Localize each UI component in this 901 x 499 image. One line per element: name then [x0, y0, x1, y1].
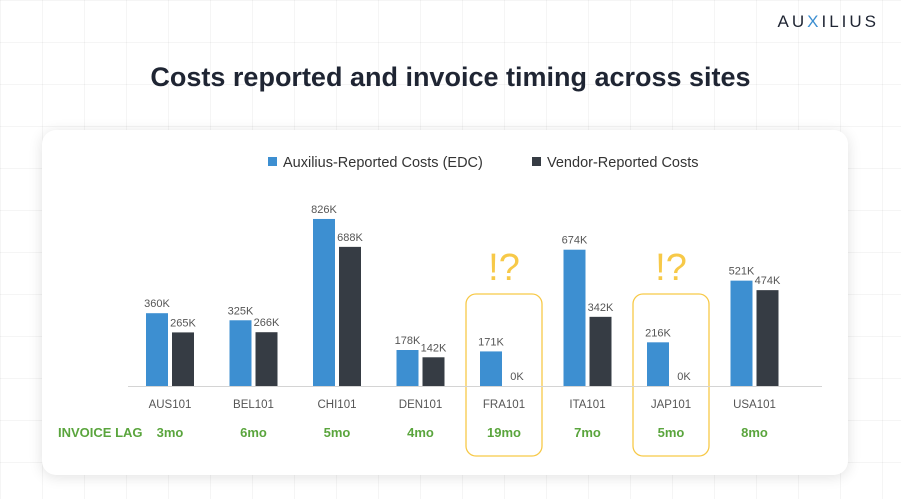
data-label: 265K [170, 317, 196, 329]
x-tick-label: AUS101 [149, 399, 192, 411]
legend-swatch [268, 157, 277, 166]
invoice-lag-label: INVOICE LAG [58, 425, 143, 440]
flag-mark: !? [655, 247, 687, 289]
bar [647, 342, 669, 386]
legend-label: Auxilius-Reported Costs (EDC) [283, 155, 483, 171]
page-title: Costs reported and invoice timing across… [0, 62, 901, 93]
x-tick-label: CHI101 [318, 399, 357, 411]
legend-label: Vendor-Reported Costs [547, 155, 699, 171]
bar-chart: Auxilius-Reported Costs (EDC) Vendor-Repo… [42, 130, 848, 475]
bar [480, 351, 502, 386]
data-label: 216K [645, 327, 671, 339]
data-label: 342K [588, 302, 614, 314]
x-tick-label: ITA101 [569, 399, 605, 411]
bar [757, 290, 779, 386]
bar [172, 332, 194, 386]
brand-logo: AUXILIUS [778, 12, 880, 32]
x-tick-label: USA101 [733, 399, 776, 411]
invoice-lag-value: 19mo [487, 425, 521, 440]
x-tick-label: DEN101 [399, 399, 442, 411]
x-tick-label: BEL101 [233, 399, 274, 411]
bar [731, 281, 753, 386]
data-label: 688K [337, 232, 363, 244]
bar [146, 313, 168, 386]
invoice-lag-value: 7mo [574, 425, 601, 440]
invoice-lag-value: 8mo [741, 425, 768, 440]
bar [256, 332, 278, 386]
data-label: 266K [254, 317, 280, 329]
x-tick-label: FRA101 [483, 399, 525, 411]
bar [397, 350, 419, 386]
data-label: 360K [144, 298, 170, 310]
data-label: 142K [421, 342, 447, 354]
invoice-lag-value: 5mo [658, 425, 685, 440]
data-label: 325K [228, 305, 254, 317]
bar [590, 317, 612, 386]
data-label: 674K [562, 235, 588, 247]
invoice-lag-value: 3mo [157, 425, 184, 440]
bar [313, 219, 335, 386]
legend-swatch [532, 157, 541, 166]
bar [339, 247, 361, 386]
chart-card: Auxilius-Reported Costs (EDC) Vendor-Repo… [42, 130, 848, 475]
data-label: 826K [311, 204, 337, 216]
invoice-lag-value: 6mo [240, 425, 267, 440]
data-label: 178K [395, 335, 421, 347]
bar [423, 357, 445, 386]
data-label: 0K [677, 371, 691, 383]
data-label: 521K [729, 266, 755, 278]
x-tick-label: JAP101 [651, 399, 691, 411]
data-label: 474K [755, 275, 781, 287]
bar [564, 250, 586, 386]
data-label: 0K [510, 371, 524, 383]
bar [230, 320, 252, 386]
invoice-lag-value: 4mo [407, 425, 434, 440]
invoice-lag-value: 5mo [324, 425, 351, 440]
flag-mark: !? [488, 247, 520, 289]
data-label: 171K [478, 336, 504, 348]
